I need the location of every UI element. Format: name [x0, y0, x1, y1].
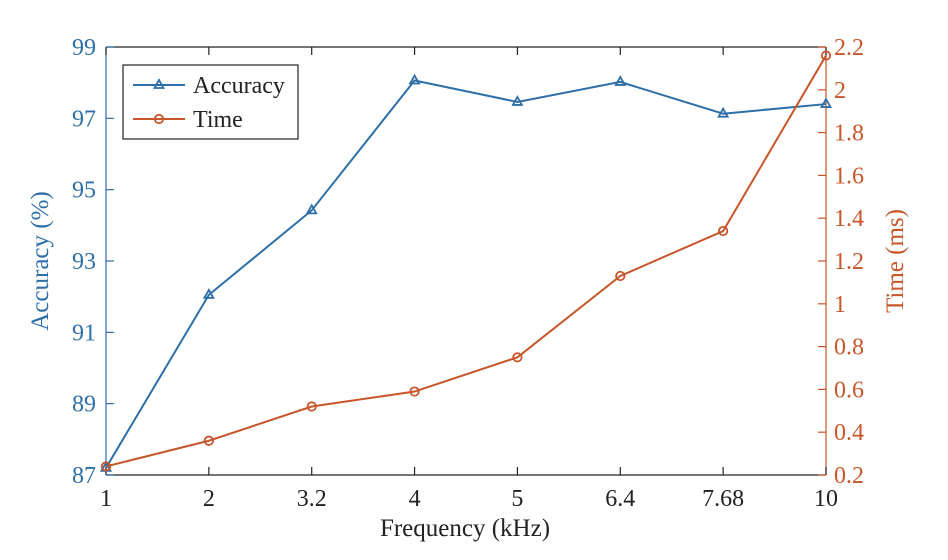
- y-right-tick-label: 1.6: [834, 163, 864, 189]
- data-point-time: [615, 270, 626, 282]
- series-line-accuracy: [105, 79, 827, 469]
- y-right-tick-label: 2: [834, 78, 846, 104]
- y-left-tick-label: 99: [72, 35, 96, 61]
- data-point-time: [512, 352, 523, 363]
- legend-label-time: Time: [193, 107, 243, 133]
- y-axis-left: 87 89 91 93 95 97 99: [72, 35, 114, 489]
- data-point-accuracy: [408, 73, 421, 85]
- y-right-tick-label: 0.8: [834, 335, 864, 361]
- y-left-tick-label: 91: [72, 320, 96, 346]
- data-point-accuracy: [717, 106, 730, 118]
- x-tick-label: 4: [409, 486, 421, 512]
- y-left-tick-label: 93: [72, 249, 96, 275]
- y-left-tick-label: 97: [72, 106, 96, 132]
- legend-marker-time: [153, 113, 165, 125]
- series-line-time: [105, 55, 827, 468]
- data-point-time: [409, 386, 420, 397]
- data-point-time: [820, 50, 832, 61]
- y-right-tick-label: 0.4: [834, 420, 864, 446]
- data-point-accuracy: [305, 203, 318, 215]
- series-layer: [99, 50, 833, 472]
- legend-label-accuracy: Accuracy: [193, 73, 285, 99]
- y-right-tick-label: 0.2: [834, 463, 864, 489]
- y-axis-left-label: Accuracy (%): [27, 191, 54, 331]
- data-point-accuracy: [819, 97, 833, 108]
- x-tick-label: 6.4: [605, 486, 635, 512]
- y-left-tick-label: 89: [72, 392, 96, 418]
- data-point-time: [100, 461, 112, 472]
- x-tick-label: 5: [511, 486, 523, 512]
- y-left-tick-label: 95: [72, 178, 96, 204]
- y-right-tick-label: 1.4: [834, 206, 864, 232]
- legend-box: [122, 64, 299, 140]
- legend: Accuracy Time: [122, 64, 299, 140]
- x-tick-label: 2: [203, 486, 215, 512]
- data-point-time: [306, 401, 317, 412]
- legend-marker-accuracy: [152, 78, 166, 89]
- y-right-tick-label: 1.2: [834, 249, 864, 275]
- x-axis-label: Frequency (kHz): [380, 515, 550, 542]
- x-tick-label: 1: [100, 486, 112, 512]
- x-axis: 1 2 3.2 4 5 6.4 7.68 10: [100, 47, 838, 512]
- data-point-time: [203, 435, 214, 446]
- x-tick-label: 7.68: [702, 486, 744, 512]
- data-point-accuracy: [614, 75, 627, 86]
- y-right-tick-label: 1.8: [834, 121, 864, 147]
- y-axis-right: 0.2 0.4 0.6 0.8 1 1.2 1.4 1.6 1.8 2 2.2: [818, 35, 864, 489]
- data-point-accuracy: [511, 95, 524, 106]
- y-right-tick-label: 2.2: [834, 35, 864, 61]
- y-right-tick-label: 0.6: [834, 377, 864, 403]
- y-left-tick-label: 87: [72, 463, 96, 489]
- y-axis-right-label: Time (ms): [882, 209, 909, 313]
- x-tick-label: 3.2: [297, 486, 327, 512]
- x-tick-label: 10: [814, 486, 838, 512]
- data-point-accuracy: [202, 288, 215, 299]
- data-point-time: [718, 225, 729, 237]
- y-right-tick-label: 1: [834, 292, 846, 318]
